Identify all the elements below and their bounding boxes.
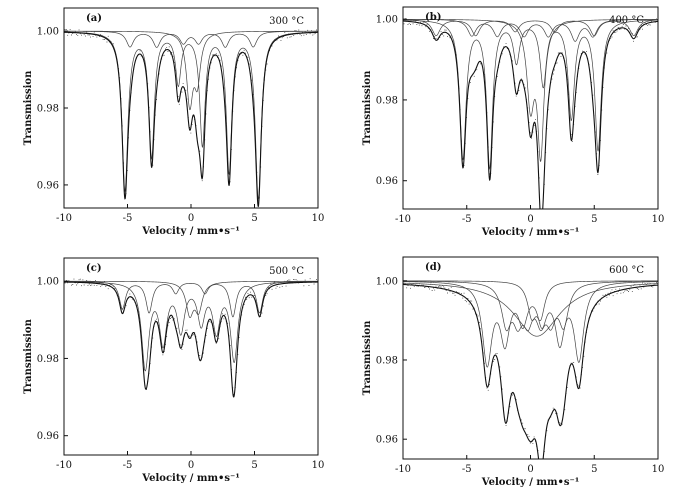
total-fit-line: [64, 31, 318, 208]
panel-b: -10 -5 0 5 10 0.96 0.98 1.00 Velocity / mm•s⁻¹ Tr…: [362, 6, 665, 238]
subspectrum-4: [403, 18, 658, 162]
x-tick-label: -5: [123, 213, 133, 224]
y-tick-label: 0.96: [37, 431, 59, 442]
y-tick-label: 0.98: [37, 104, 59, 115]
subspectrum-2: [64, 281, 318, 372]
x-tick-label: 10: [312, 460, 325, 471]
experimental-data-points: [403, 281, 658, 452]
total-fit-line: [64, 281, 318, 398]
x-tick-label: -10: [56, 213, 72, 224]
subspectrum-4: [403, 282, 658, 337]
y-tick-label: 0.98: [376, 355, 398, 366]
plot-frame: [63, 7, 319, 209]
y-tick-label: 0.98: [376, 95, 398, 106]
subspectrum-2: [403, 19, 658, 170]
y-axis-title: Transmission: [23, 318, 34, 393]
x-tick-label: 10: [652, 464, 665, 475]
x-tick-label: -5: [462, 464, 472, 475]
x-axis-title: Velocity / mm•s⁻¹: [141, 473, 239, 484]
x-tick-label: 10: [652, 214, 665, 225]
y-tick-label: 1.00: [37, 277, 59, 288]
temperature-label: 600 °C: [609, 265, 644, 276]
fit-curves: [64, 280, 318, 398]
temperature-label: 300 °C: [269, 16, 304, 27]
y-axis-title: Transmission: [362, 320, 373, 395]
y-tick-label: 1.00: [376, 15, 398, 26]
panel-label: (c): [86, 263, 102, 274]
x-tick-label: 0: [188, 460, 194, 471]
experimental-data-points: [64, 28, 318, 202]
y-tick-label: 1.00: [376, 276, 398, 287]
panel-label: (a): [86, 13, 102, 24]
x-tick-label: -10: [395, 464, 411, 475]
x-tick-label: -10: [395, 214, 411, 225]
subspectrum-1: [64, 31, 318, 200]
subspectrum-2: [403, 280, 658, 332]
subspectrum-3: [403, 18, 658, 42]
panel-label: (d): [425, 262, 441, 273]
y-tick-label: 0.98: [37, 354, 59, 365]
data-dots: [403, 18, 658, 185]
y-axis-title: Transmission: [23, 70, 34, 145]
plot-frame: [402, 6, 659, 210]
data-dots: [403, 281, 658, 452]
temperature-label: 500 °C: [269, 266, 304, 277]
fit-curves: [403, 280, 658, 459]
panel-label: (b): [425, 12, 441, 23]
x-tick-label: 0: [527, 214, 533, 225]
y-tick-label: 0.96: [37, 180, 59, 191]
x-tick-label: -5: [123, 460, 133, 471]
x-axis-title: Velocity / mm•s⁻¹: [141, 226, 239, 237]
subspectrum-3: [64, 30, 318, 111]
experimental-data-points: [403, 18, 658, 185]
y-axis-title: Transmission: [362, 70, 373, 145]
y-tick-label: 1.00: [37, 27, 59, 38]
x-tick-label: 10: [312, 213, 325, 224]
y-tick-label: 0.96: [376, 435, 398, 446]
x-axis-title: Velocity / mm•s⁻¹: [481, 227, 579, 238]
subspectrum-3: [403, 280, 658, 322]
x-tick-label: 0: [188, 213, 194, 224]
subspectrum-3: [64, 280, 318, 318]
fit-curves: [403, 18, 658, 209]
x-tick-label: 5: [251, 460, 257, 471]
panel-a: -10 -5 0 5 10 0.96 0.98 1.00 Velocity / mm•s⁻¹ Tr…: [23, 7, 325, 237]
total-fit-line: [403, 283, 658, 459]
subspectrum-2: [64, 30, 318, 48]
fit-curves: [64, 30, 318, 208]
x-tick-label: 5: [591, 214, 597, 225]
y-tick-label: 0.96: [376, 176, 398, 187]
panel-d: -10 -5 0 5 10 0.96 0.98 1.00 Velocity / mm•s⁻¹ Tr…: [362, 256, 665, 488]
data-dots: [64, 28, 318, 202]
x-tick-label: -5: [462, 214, 472, 225]
x-tick-label: 5: [591, 464, 597, 475]
subspectrum-1: [403, 19, 658, 37]
temperature-label: 400 °C: [609, 15, 644, 26]
total-fit-line: [403, 20, 658, 209]
x-axis-title: Velocity / mm•s⁻¹: [481, 477, 579, 488]
x-tick-label: 0: [527, 464, 533, 475]
x-tick-label: 5: [251, 213, 257, 224]
panel-c: -10 -5 0 5 10 0.96 0.98 1.00 Velocity / mm•s⁻¹ Tr…: [23, 257, 325, 484]
subspectrum-1: [403, 281, 658, 368]
x-tick-label: -10: [56, 460, 72, 471]
